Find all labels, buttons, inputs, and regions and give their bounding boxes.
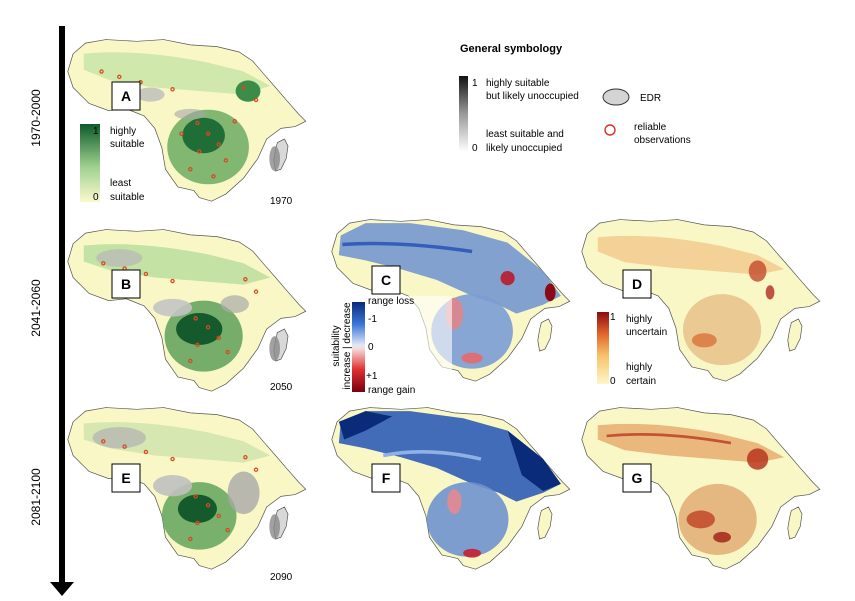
uncertainty-max: 1 <box>610 312 616 323</box>
change-range-gain: range gain <box>368 385 415 396</box>
timeline-period-2: 2041-2060 <box>29 279 43 337</box>
label-box-b: B <box>111 269 141 299</box>
uncertainty-colorbar <box>597 312 609 384</box>
panel-year-b: 2050 <box>270 382 293 393</box>
symbology-title: General symbology <box>460 43 563 55</box>
map-panel-b <box>67 229 307 392</box>
map-panel-a <box>67 39 307 202</box>
change-legend: suitability increase | decrease range lo… <box>331 296 452 396</box>
panel-label-f: F <box>382 470 391 486</box>
timeline-period-3: 2081-2100 <box>29 468 43 526</box>
edr-symbol <box>602 88 630 106</box>
suitability-max-label-1: highly <box>110 126 136 137</box>
gray-min: 0 <box>472 143 478 154</box>
panel-year-a: 1970 <box>270 196 293 207</box>
timeline-period-1: 1970-2000 <box>29 89 43 147</box>
timeline-arrowhead <box>50 582 74 596</box>
panel-label-b: B <box>121 276 131 292</box>
panel-label-a: A <box>121 88 131 104</box>
label-box-e: E <box>111 463 141 493</box>
suitability-min: 0 <box>93 192 99 203</box>
observation-label-1: reliable <box>634 122 667 133</box>
label-box-g: G <box>622 463 652 493</box>
label-box-f: F <box>371 463 401 493</box>
label-box-c: C <box>371 265 401 295</box>
suitability-colorbar <box>80 124 100 202</box>
change-plus-one: +1 <box>366 371 378 382</box>
map-panel-e <box>67 407 307 570</box>
gray-max: 1 <box>472 78 478 89</box>
panel-label-e: E <box>121 470 130 486</box>
gray-colorbar <box>459 76 468 152</box>
edr-label: EDR <box>640 93 661 104</box>
suitability-max: 1 <box>93 126 99 137</box>
timeline: 1970-2000 2041-2060 2081-2100 <box>29 26 74 596</box>
map-panel-g <box>581 407 821 570</box>
gray-max-label-1: highly suitable <box>486 78 550 89</box>
uncertainty-max-label-2: uncertain <box>626 327 667 338</box>
observation-symbol <box>604 124 616 136</box>
map-panel-d <box>581 219 821 382</box>
label-box-d: D <box>622 269 652 299</box>
change-colorbar <box>352 302 365 392</box>
suitability-min-label-2: suitable <box>110 192 145 203</box>
map-panel-f <box>331 407 571 570</box>
suitability-legend: 1 highly suitable least 0 suitable <box>80 124 145 203</box>
gray-min-label-1: least suitable and <box>486 129 564 140</box>
change-range-loss: range loss <box>368 296 414 307</box>
general-symbology: General symbology 1 highly suitable but … <box>459 43 691 154</box>
gray-min-label-2: likely unoccupied <box>486 143 562 154</box>
uncertainty-max-label-1: highly <box>626 314 652 325</box>
change-minus-one: -1 <box>368 314 377 325</box>
label-box-a: A <box>111 81 141 111</box>
change-title-2: increase | decrease <box>342 302 353 390</box>
uncertainty-min: 0 <box>610 376 616 387</box>
change-zero: 0 <box>368 342 374 353</box>
panel-label-g: G <box>632 470 643 486</box>
panel-label-c: C <box>381 272 391 288</box>
change-title-1: suitability <box>331 325 342 366</box>
uncertainty-min-label-1: highly <box>626 362 652 373</box>
panel-year-e: 2090 <box>270 572 293 583</box>
observation-label-2: observations <box>634 135 691 146</box>
suitability-min-label-1: least <box>110 178 131 189</box>
suitability-max-label-2: suitable <box>110 139 145 150</box>
gray-max-label-2: but likely unoccupied <box>486 91 579 102</box>
uncertainty-min-label-2: certain <box>626 376 656 387</box>
uncertainty-legend: 1 highly uncertain highly 0 certain <box>597 312 667 387</box>
panel-label-d: D <box>632 276 642 292</box>
